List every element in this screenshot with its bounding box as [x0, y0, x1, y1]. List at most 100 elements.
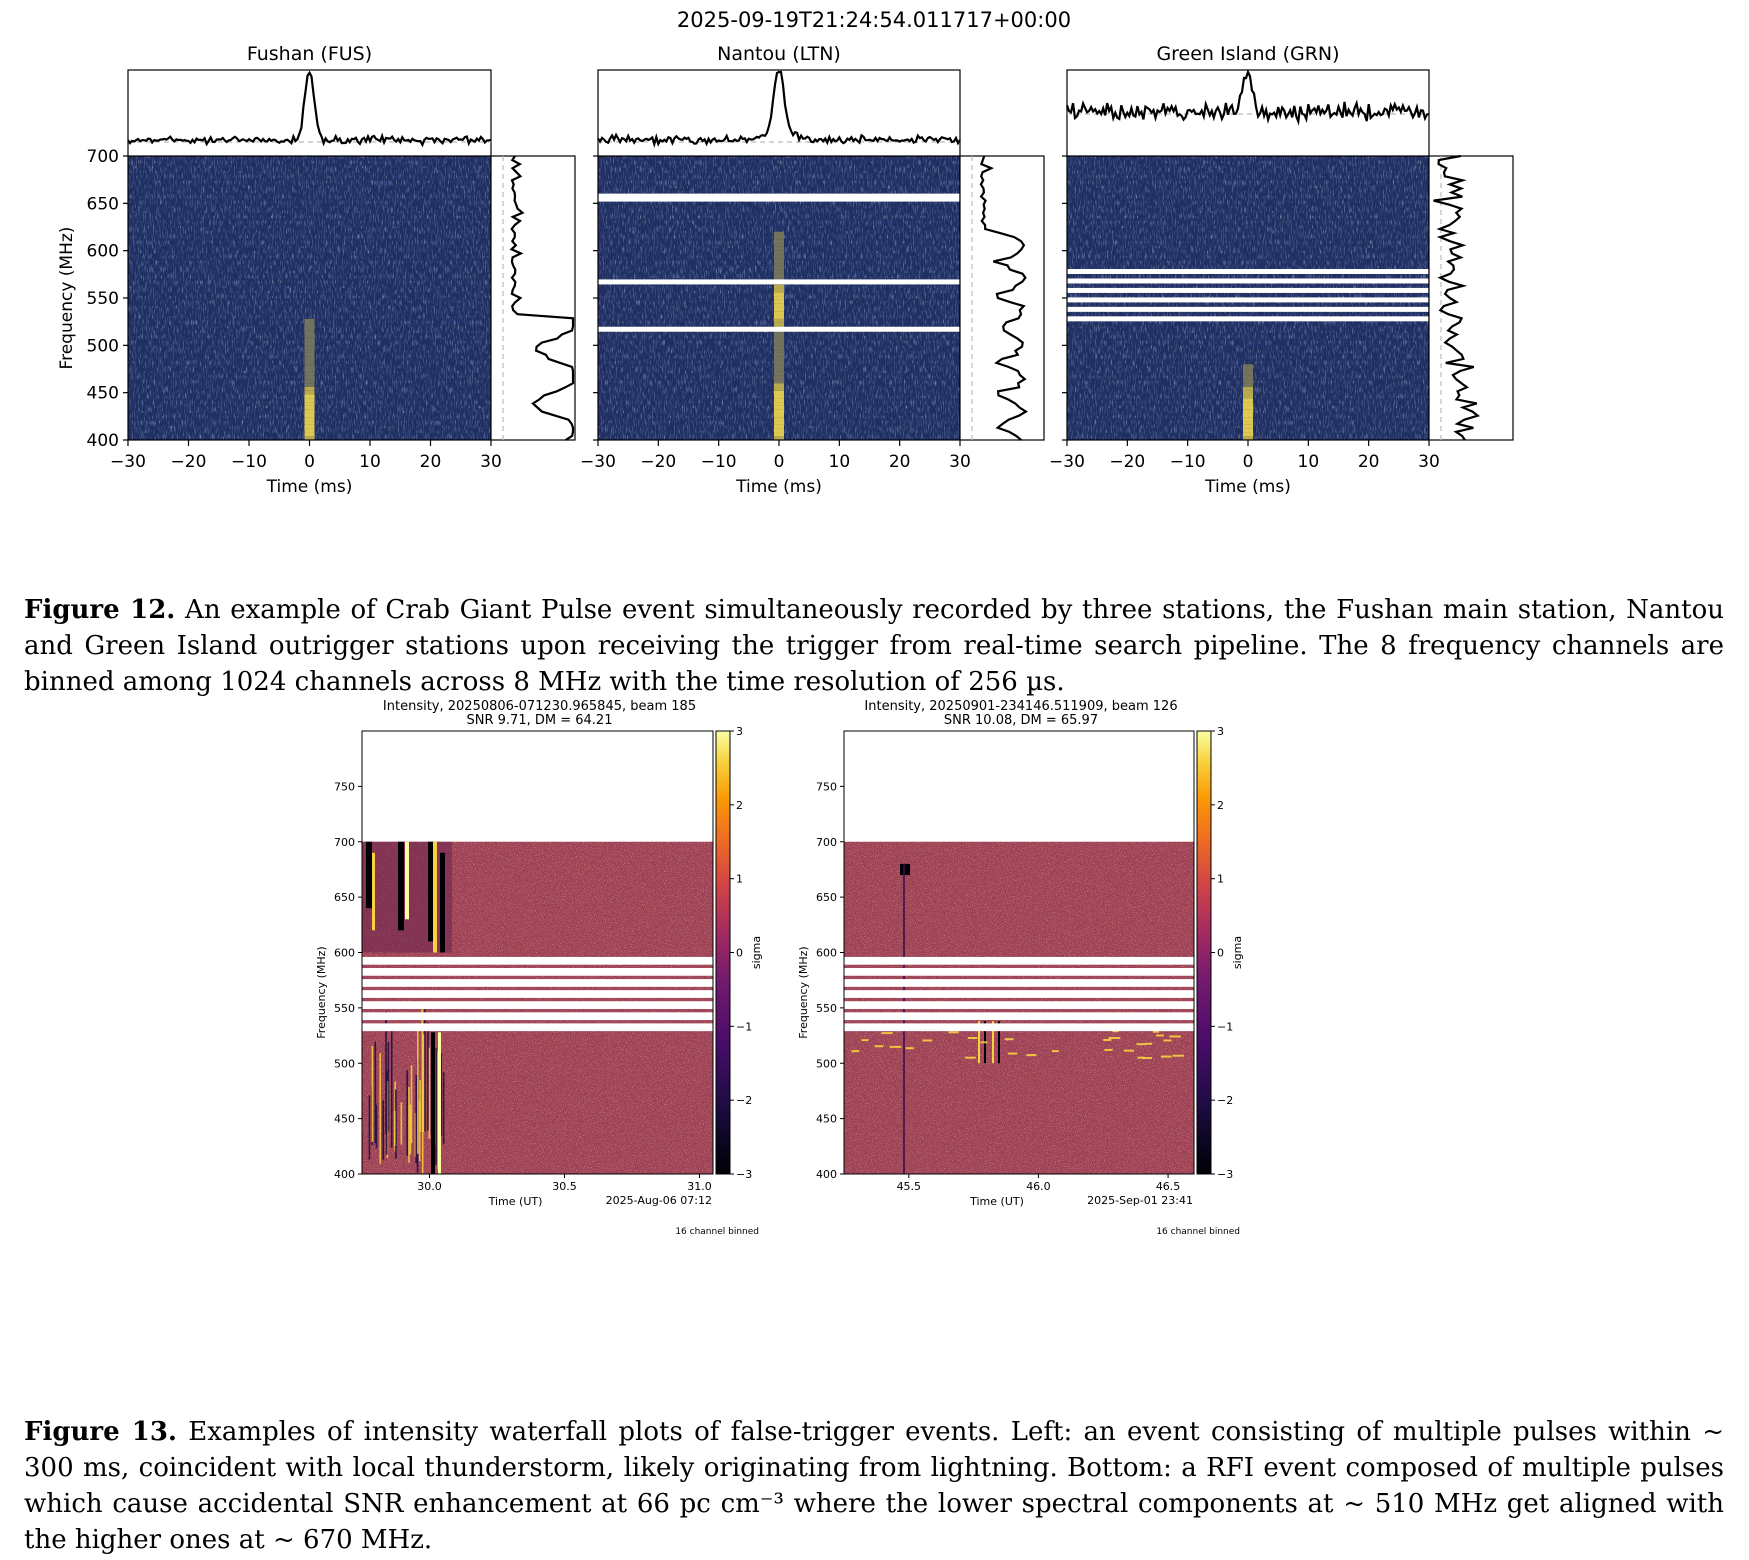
colorbar-tick-label: −3: [1217, 1168, 1233, 1181]
pulse-segment: [304, 409, 315, 414]
pulse-segment: [1243, 405, 1253, 410]
panel-title: Nantou (LTN): [717, 43, 841, 65]
rfi-dash: [1137, 1056, 1145, 1059]
pulse-segment: [1243, 386, 1253, 391]
pulse-segment: [774, 262, 784, 266]
y-tick-label: 450: [334, 1113, 355, 1126]
pulse-segment: [1243, 371, 1253, 376]
pulse-segment: [774, 349, 784, 353]
lightning-streak: [422, 1034, 425, 1132]
rfi-dash: [1144, 1042, 1153, 1045]
colorbar-tick-label: 2: [736, 799, 743, 812]
pulse-segment: [774, 315, 784, 319]
x-axis-label: Time (ms): [1204, 477, 1291, 497]
pulse-segment: [774, 333, 784, 338]
masked-channel: [844, 979, 1194, 987]
x-tick-label: −20: [640, 452, 676, 472]
pulse-segment: [774, 417, 784, 422]
pulse-segment: [304, 394, 315, 399]
lightning-streak: [438, 1032, 441, 1174]
lightning-streak: [408, 1087, 410, 1163]
pulse-segment: [774, 258, 784, 263]
y-tick-label: 650: [87, 194, 119, 214]
y-tick-label: 700: [816, 836, 837, 849]
binning-note: 16 channel binned: [1156, 1227, 1240, 1237]
colorbar-label: sigma: [1231, 936, 1244, 969]
x-tick-label: 10: [1298, 452, 1320, 472]
intensity-panel-1: Intensity, 20250806-071230.965845, beam …: [315, 699, 763, 1237]
figure-13-caption: Figure 13. Examples of intensity waterfa…: [24, 1414, 1724, 1558]
pulse-segment: [774, 239, 784, 244]
pulse-segment: [774, 390, 784, 395]
pulse-segment: [304, 333, 315, 338]
pulse-segment: [774, 303, 784, 308]
pulse-segment: [304, 398, 315, 403]
timeseries-frame: [127, 69, 492, 157]
lightning-streak: [398, 841, 404, 931]
pulse-segment: [1243, 390, 1253, 395]
rfi-dash: [1112, 1030, 1119, 1033]
x-tick-label: 30.5: [552, 1180, 577, 1193]
pulse-segment: [774, 265, 784, 270]
pulse-segment: [304, 345, 315, 350]
colorbar-tick-label: −1: [1217, 1020, 1233, 1033]
pulse-segment: [774, 273, 784, 278]
pulse-segment: [774, 307, 784, 312]
masked-channel: [1067, 287, 1429, 293]
masked-channel: [1067, 297, 1429, 303]
lightning-streak: [416, 1023, 419, 1154]
colorbar-tick-label: 0: [1217, 947, 1224, 960]
lightning-streak: [442, 1072, 445, 1145]
x-tick-label: 30.0: [417, 1180, 442, 1193]
panel-title: Green Island (GRN): [1156, 43, 1339, 65]
pulse-segment: [774, 250, 784, 255]
pulse-segment: [304, 424, 315, 429]
figure-12-suptitle: 2025-09-19T21:24:54.011717+00:00: [677, 8, 1071, 32]
lightning-streak: [427, 1022, 429, 1131]
pulse-segment: [774, 235, 784, 240]
masked-channel: [844, 1001, 1194, 1009]
y-tick-label: 450: [816, 1113, 837, 1126]
y-tick-label: 650: [334, 891, 355, 904]
y-tick-label: 500: [816, 1057, 837, 1070]
y-tick-label: 550: [87, 289, 119, 309]
colorbar-tick-label: 1: [1217, 873, 1224, 886]
masked-channel: [844, 990, 1194, 998]
x-axis-label: Time (UT): [969, 1195, 1024, 1208]
colorbar-tick-label: 0: [736, 947, 743, 960]
pulse-segment: [774, 277, 784, 281]
rfi-dash: [1104, 1048, 1113, 1051]
x-axis-label: Time (ms): [735, 477, 822, 497]
masked-channel: [1067, 268, 1429, 274]
intensity-panel-2: Intensity, 20250901-234146.511909, beam …: [797, 699, 1244, 1237]
pulse-segment: [774, 360, 784, 365]
spectrum-line: [1433, 154, 1481, 441]
pulse-segment: [304, 432, 315, 437]
pulse-segment: [1243, 421, 1253, 425]
lightning-streak: [375, 1104, 378, 1149]
pulse-segment: [774, 345, 784, 350]
x-tick-label: −30: [110, 452, 146, 472]
pulse-segment: [304, 383, 315, 387]
y-tick-label: 700: [334, 836, 355, 849]
pulse-segment: [304, 386, 315, 391]
panel-title: Fushan (FUS): [247, 43, 372, 65]
pulse-segment: [774, 398, 784, 403]
lightning-streak: [414, 1112, 417, 1157]
pulse-segment: [304, 356, 315, 361]
rfi-dash: [967, 1036, 978, 1039]
rfi-dash: [851, 1050, 860, 1053]
pulse-segment: [1243, 394, 1253, 399]
panel-title: Intensity, 20250806-071230.965845, beam …: [383, 699, 696, 714]
x-tick-label: 20: [889, 452, 911, 472]
rfi-dash: [905, 1047, 914, 1050]
spectrum-line: [509, 155, 575, 441]
lightning-streak: [440, 852, 445, 953]
colorbar-tick-label: −2: [736, 1094, 752, 1107]
masked-channel: [362, 1001, 713, 1009]
pulse-segment: [774, 318, 784, 323]
colorbar: [715, 730, 731, 1175]
pulse-segment: [774, 375, 784, 380]
rfi-dash: [1152, 1030, 1159, 1033]
